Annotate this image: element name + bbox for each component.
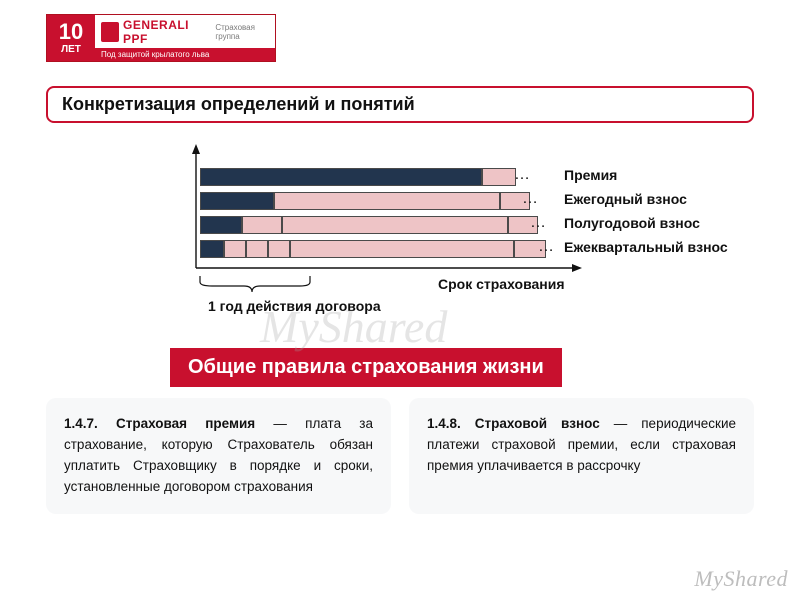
row-label-semi: Полугодовой взнос [564,215,700,231]
bar-row-semi [200,216,538,234]
bar-segment [200,168,482,186]
bar-row-quarter [200,240,546,258]
year-brace [192,274,322,296]
watermark-corner: MyShared [694,566,788,592]
anniversary-unit: ЛЕТ [61,45,81,55]
brand-text-block: GENERALI PPF Страховая группа Под защито… [95,15,275,61]
payment-timeline-chart: … Премия … Ежегодный взнос … Полугодовой взно… [186,150,706,320]
def-term: Страховой взнос [475,416,600,431]
bar-segment [224,240,246,258]
bar-segment [200,192,274,210]
definition-card: 1.4.8. Страховой взнос — периодические п… [409,398,754,514]
bar-segment [200,216,242,234]
row-label-premium: Премия [564,167,617,183]
ellipsis: … [522,190,538,208]
def-num: 1.4.8. [427,416,461,431]
lion-icon [101,22,119,42]
bar-segment [482,168,516,186]
x-axis-label: Срок страхования [438,276,565,292]
bar-segment [290,240,514,258]
anniversary-number: 10 [59,21,83,43]
anniversary-badge: 10 ЛЕТ [47,15,95,61]
bar-segment [282,216,508,234]
section-subheader: Общие правила страхования жизни [170,348,562,387]
ellipsis: … [514,166,530,184]
bar-segment [268,240,290,258]
bar-segment [274,192,500,210]
def-num: 1.4.7. [64,416,98,431]
ellipsis: … [530,214,546,232]
brand-subtitle: Страховая группа [215,23,275,41]
row-label-annual: Ежегодный взнос [564,191,687,207]
brand-logo: 10 ЛЕТ GENERALI PPF Страховая группа Под… [46,14,276,62]
brace-label: 1 год действия договора [208,298,381,314]
definition-card: 1.4.7. Страховая премия — плата за страх… [46,398,391,514]
bar-row-premium [200,168,516,186]
row-label-quarter: Ежеквартальный взнос [564,239,728,255]
slide-title-box: Конкретизация определений и понятий [46,86,754,123]
bar-segment [246,240,268,258]
slide-title: Конкретизация определений и понятий [62,94,738,115]
bar-segment [242,216,282,234]
def-term: Страховая премия [116,416,255,431]
definitions-row: 1.4.7. Страховая премия — плата за страх… [46,398,754,514]
bar-row-annual [200,192,530,210]
brand-name: GENERALI PPF [123,18,208,46]
brand-tagline: Под защитой крылатого льва [95,48,275,61]
ellipsis: … [538,238,554,256]
bar-segment [200,240,224,258]
